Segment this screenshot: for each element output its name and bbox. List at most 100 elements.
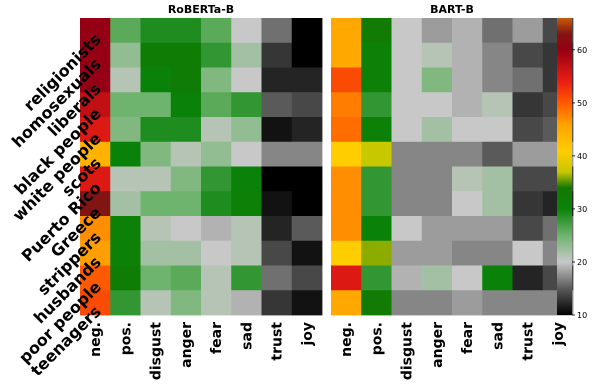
heatmap-cell (452, 191, 483, 217)
heatmap-cell (391, 216, 423, 242)
heatmap-cell (201, 240, 232, 266)
heatmap-cell (291, 240, 323, 266)
heatmap-cell (291, 191, 323, 217)
column-label: sad (239, 322, 255, 350)
heatmap-cell (361, 290, 392, 316)
column-label: fear (209, 322, 225, 354)
heatmap-cell (170, 265, 202, 291)
column-label: anger (179, 322, 195, 368)
panel-title: BART-B (430, 3, 474, 16)
heatmap-cell (261, 42, 293, 68)
column-label: neg. (88, 322, 104, 357)
heatmap-cell (331, 18, 362, 44)
heatmap-cell (421, 18, 453, 44)
heatmap-cell (170, 191, 202, 217)
heatmap-cell (512, 240, 544, 266)
panel-title: RoBERTa-B (168, 3, 234, 16)
heatmap-cell (170, 117, 202, 143)
heatmap-cell (140, 92, 172, 118)
heatmap-cell (170, 166, 202, 192)
colorbar-tick-label: 10 (577, 311, 587, 320)
heatmap-cell (80, 216, 111, 242)
heatmap-cell (421, 290, 453, 316)
heatmap-cell (170, 67, 202, 93)
heatmap-cell (261, 67, 293, 93)
heatmap-cell (110, 117, 141, 143)
column-label: joy (551, 322, 567, 347)
heatmap-cell (421, 42, 453, 68)
heatmap-cell (170, 290, 202, 316)
heatmap-cell (421, 265, 453, 291)
heatmap-cell (331, 290, 362, 316)
heatmap-cell (110, 42, 141, 68)
colorbar-tick-label: 50 (577, 99, 587, 108)
heatmap-cell (291, 290, 323, 316)
heatmap-cell (421, 141, 453, 167)
column-label: fear (460, 322, 476, 354)
heatmap-cell (452, 290, 483, 316)
heatmap-cell (512, 117, 544, 143)
heatmap-cell (80, 265, 111, 291)
heatmap-cell (231, 240, 262, 266)
colorbar-tick-label: 20 (577, 258, 587, 267)
heatmap-panel-2: BART-B neg. pos. disgust anger fear sad trust jo… (331, 3, 574, 380)
heatmap-cell (331, 141, 362, 167)
heatmap-cell (170, 92, 202, 118)
heatmap-cell (512, 191, 544, 217)
heatmap-cell (361, 216, 392, 242)
heatmap-cell (110, 290, 141, 316)
heatmap-cell (140, 191, 172, 217)
heatmap-cell (140, 42, 172, 68)
heatmap-cell (140, 240, 172, 266)
heatmap-cell (482, 240, 513, 266)
heatmap-cell (452, 141, 483, 167)
heatmap-cell (170, 240, 202, 266)
heatmap-cell (261, 216, 293, 242)
heatmap-panel-1: RoBERTa-B neg. pos. disgust anger fear sad trus… (80, 3, 323, 380)
heatmap-cell (80, 18, 111, 44)
heatmap-cell (361, 240, 392, 266)
column-label: joy (300, 322, 316, 347)
heatmap-cell (452, 265, 483, 291)
heatmap-cell (201, 92, 232, 118)
heatmap-cell (391, 191, 423, 217)
heatmap-cell (291, 141, 323, 167)
heatmap-cell (391, 265, 423, 291)
heatmap-cell (110, 191, 141, 217)
heatmap-cell (80, 117, 111, 143)
heatmap-cell (361, 67, 392, 93)
heatmap-cell (391, 18, 423, 44)
heatmap-cell (261, 290, 293, 316)
heatmap-cell (291, 67, 323, 93)
heatmap-cell (482, 117, 513, 143)
heatmap-cell (512, 290, 544, 316)
colorbar-tick-label: 30 (577, 205, 587, 214)
column-label: sad (490, 322, 506, 350)
heatmap-cell (140, 166, 172, 192)
heatmap-cell (201, 191, 232, 217)
heatmap-cell (201, 18, 232, 44)
heatmap-cell (110, 141, 141, 167)
heatmap-cell (421, 166, 453, 192)
heatmap-cell (291, 42, 323, 68)
heatmap-cell (261, 240, 293, 266)
heatmap-cell (361, 191, 392, 217)
heatmap-cell (201, 216, 232, 242)
column-label: pos. (369, 322, 385, 355)
heatmap-cell (110, 18, 141, 44)
heatmap-cell (331, 67, 362, 93)
heatmap-cell (110, 166, 141, 192)
heatmap-cell (261, 166, 293, 192)
heatmap-cell (201, 117, 232, 143)
heatmap-cell (331, 117, 362, 143)
heatmap-cell (391, 92, 423, 118)
heatmap-cell (512, 265, 544, 291)
heatmap-cell (231, 191, 262, 217)
heatmap-cell (231, 265, 262, 291)
heatmap-cell (361, 141, 392, 167)
heatmap-cell (261, 191, 293, 217)
heatmap-cell (331, 191, 362, 217)
heatmap-cell (421, 92, 453, 118)
